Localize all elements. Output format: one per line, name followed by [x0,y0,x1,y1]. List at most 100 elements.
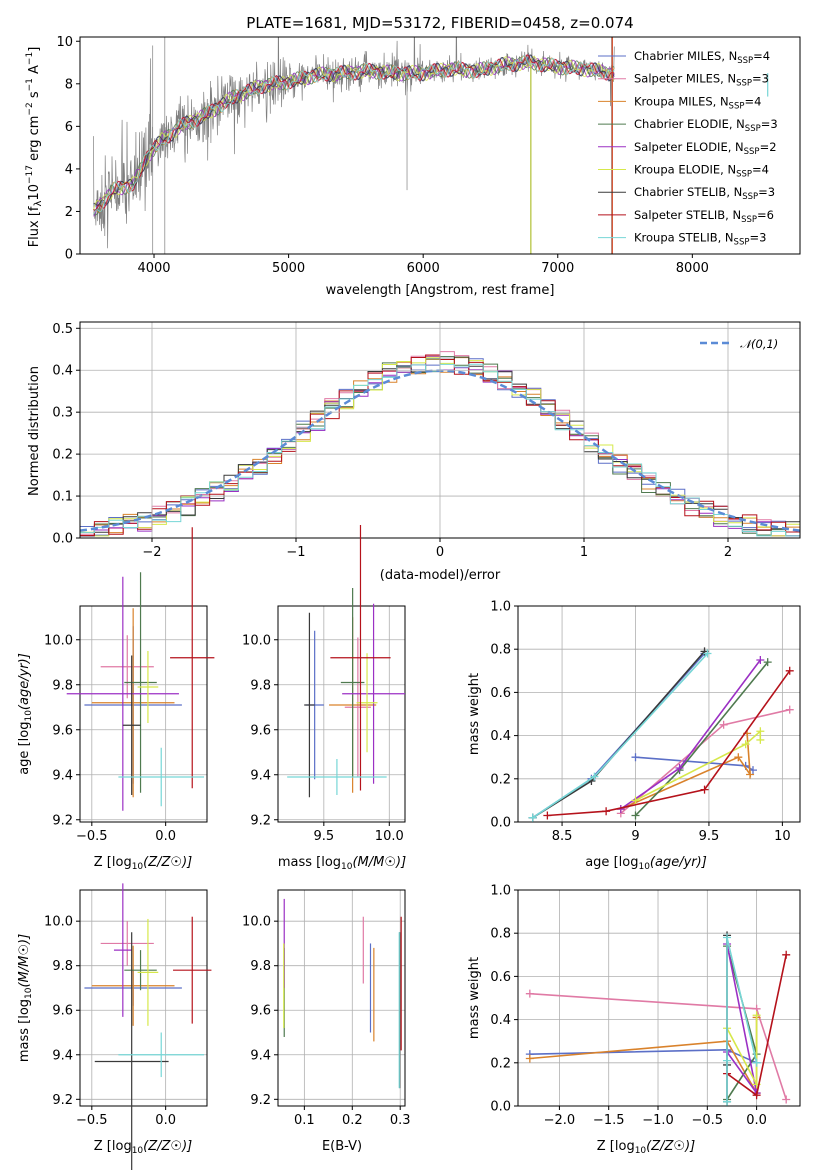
legend-label-main: Kroupa ELODIE, N [634,163,736,177]
weight-marker [723,1097,732,1106]
model-spectrum-line [93,56,615,217]
massweight-vs-age-xlabel: age [log10(age/yr)] [585,855,707,872]
y-tick-label: 9.2 [52,1093,73,1108]
mass-vs-metallicity-panel: −0.5 0.0 9.2 9.4 9.6 9.8 10.0 [44,883,212,1170]
weight-marker [602,807,611,816]
legend-label-main: Salpeter STELIB, N [634,208,741,222]
legend-label-sub: SSP [741,215,757,225]
weight-line [635,729,762,802]
x-tick-label: 0 [436,545,444,560]
massweight-vs-z-xlabel: Z [log10(Z/Z☉)] [597,1139,695,1156]
y-tick-label: 0.1 [52,490,73,505]
axes-frame [277,605,406,823]
mass-vs-ebv-xlabel: E(B-V) [322,1139,362,1154]
residual-xlabel: (data-model)/error [380,568,501,583]
weight-marker [525,1054,534,1063]
y-tick-label: 0.3 [52,406,73,421]
weight-marker [675,764,684,772]
y-tick-label: 9.2 [52,813,73,828]
weight-marker [525,989,534,998]
weight-marker [631,796,640,805]
age-vs-z-xlabel: Z [log10(Z/Z☉)] [94,855,192,872]
y-tick-label: 0.2 [490,1056,511,1071]
y-tick-label: 10.0 [44,633,73,648]
x-tick-label: 1 [580,545,588,560]
weight-marker [756,727,765,736]
x-tick-label: 0.3 [390,1113,411,1128]
y-tick-label: 9.4 [250,768,271,783]
legend-label-sub: SSP [744,147,760,157]
y-tick-label: 10.0 [44,915,73,930]
y-tick-label: 9.8 [52,678,73,693]
y-tick-label: 9.2 [250,813,271,828]
legend-label: Salpeter ELODIE, NSSP=2 [634,140,777,157]
y-tick-label: 10.0 [242,633,271,648]
y-tick-label: 9.6 [52,723,73,738]
legend-label-main: Kroupa STELIB, N [634,231,734,245]
residual-legend: 𝒩(0,1) [700,337,778,351]
weight-marker [631,811,640,820]
massweight-vs-age-ylabel: mass weight [467,673,482,755]
weight-marker [543,811,552,820]
legend-label-main: Kroupa MILES, N [634,94,729,108]
axes-frame [79,36,801,255]
age-vs-metallicity-panel: −0.5 0.0 9.2 9.4 9.6 9.8 10.0 [44,527,215,844]
x-tick-label: 0.0 [155,1113,176,1128]
massweight-vs-z-ylabel: mass weight [467,957,482,1039]
y-tick-label: 9.4 [52,768,73,783]
massweight-vs-age-panel: 8.5 9 9.5 10 0.0 0.2 0.4 0.6 0.8 1.0 [490,600,801,844]
x-tick-label: 5000 [272,261,305,276]
weight-marker [782,1095,791,1104]
axes-frame [517,605,801,823]
spectrum-panel: PLATE=1681, MJD=53172, FIBERID=0458, z=0… [25,14,801,298]
mass-vs-z-ylabel: mass [log10(M/M☉)] [17,934,34,1062]
x-tick-label: 6000 [407,261,440,276]
legend-label-tail: =3 [749,231,766,245]
model-spectrum-line [93,54,615,213]
axes-frame [79,889,208,1107]
x-tick-label: 10.0 [375,829,404,844]
y-tick-label: 9.4 [52,1048,73,1063]
y-tick-label: 0 [65,248,73,263]
legend-label: Kroupa STELIB, NSSP=3 [634,231,766,248]
weight-marker [752,1058,761,1067]
weight-marker [734,753,743,762]
x-tick-label: −1.5 [593,1113,625,1128]
weight-marker [756,735,765,744]
model-spectrum-line [93,55,615,215]
y-tick-label: 4 [65,162,73,177]
y-tick-label: 0.4 [490,1013,511,1028]
legend-label: Salpeter MILES, NSSP=3 [634,72,769,89]
legend-label-sub: SSP [729,101,745,111]
legend-label: Chabrier MILES, NSSP=4 [634,49,770,66]
weight-line [726,937,758,1102]
x-tick-label: 7000 [541,261,574,276]
x-tick-label: 8000 [676,261,709,276]
weight-marker [756,656,765,664]
weight-marker [785,705,794,714]
legend-label-main: Salpeter MILES, N [634,72,736,86]
spectrum-axes: 4000 5000 6000 7000 8000 0 2 4 6 8 10 [56,35,801,276]
x-tick-label: −1 [286,545,305,560]
legend-label-main: Chabrier ELODIE, N [634,117,745,131]
weight-marker [631,753,640,762]
legend-label-tail: =3 [752,72,769,86]
weight-marker [785,666,794,675]
y-tick-label: 0.8 [490,643,511,658]
spectrum-plot-area [93,37,769,254]
legend-label-tail: =2 [760,140,777,154]
spectrum-clipped [93,37,769,254]
gaussian-legend-label: 𝒩(0,1) [740,337,778,351]
spectrum-ylabel: Flux [fλ10−17 erg cm−2 s−1 A−1] [25,47,44,248]
y-tick-label: 0.2 [52,448,73,463]
weight-marker [746,770,755,779]
x-tick-label: 0.0 [746,1113,767,1128]
y-tick-label: 9.6 [250,723,271,738]
legend-label-main: Salpeter ELODIE, N [634,140,744,154]
y-tick-label: 0.6 [490,686,511,701]
y-tick-label: 0.6 [490,970,511,985]
y-tick-label: 10 [56,35,73,50]
y-tick-label: 2 [65,205,73,220]
x-tick-label: −2.0 [544,1113,576,1128]
